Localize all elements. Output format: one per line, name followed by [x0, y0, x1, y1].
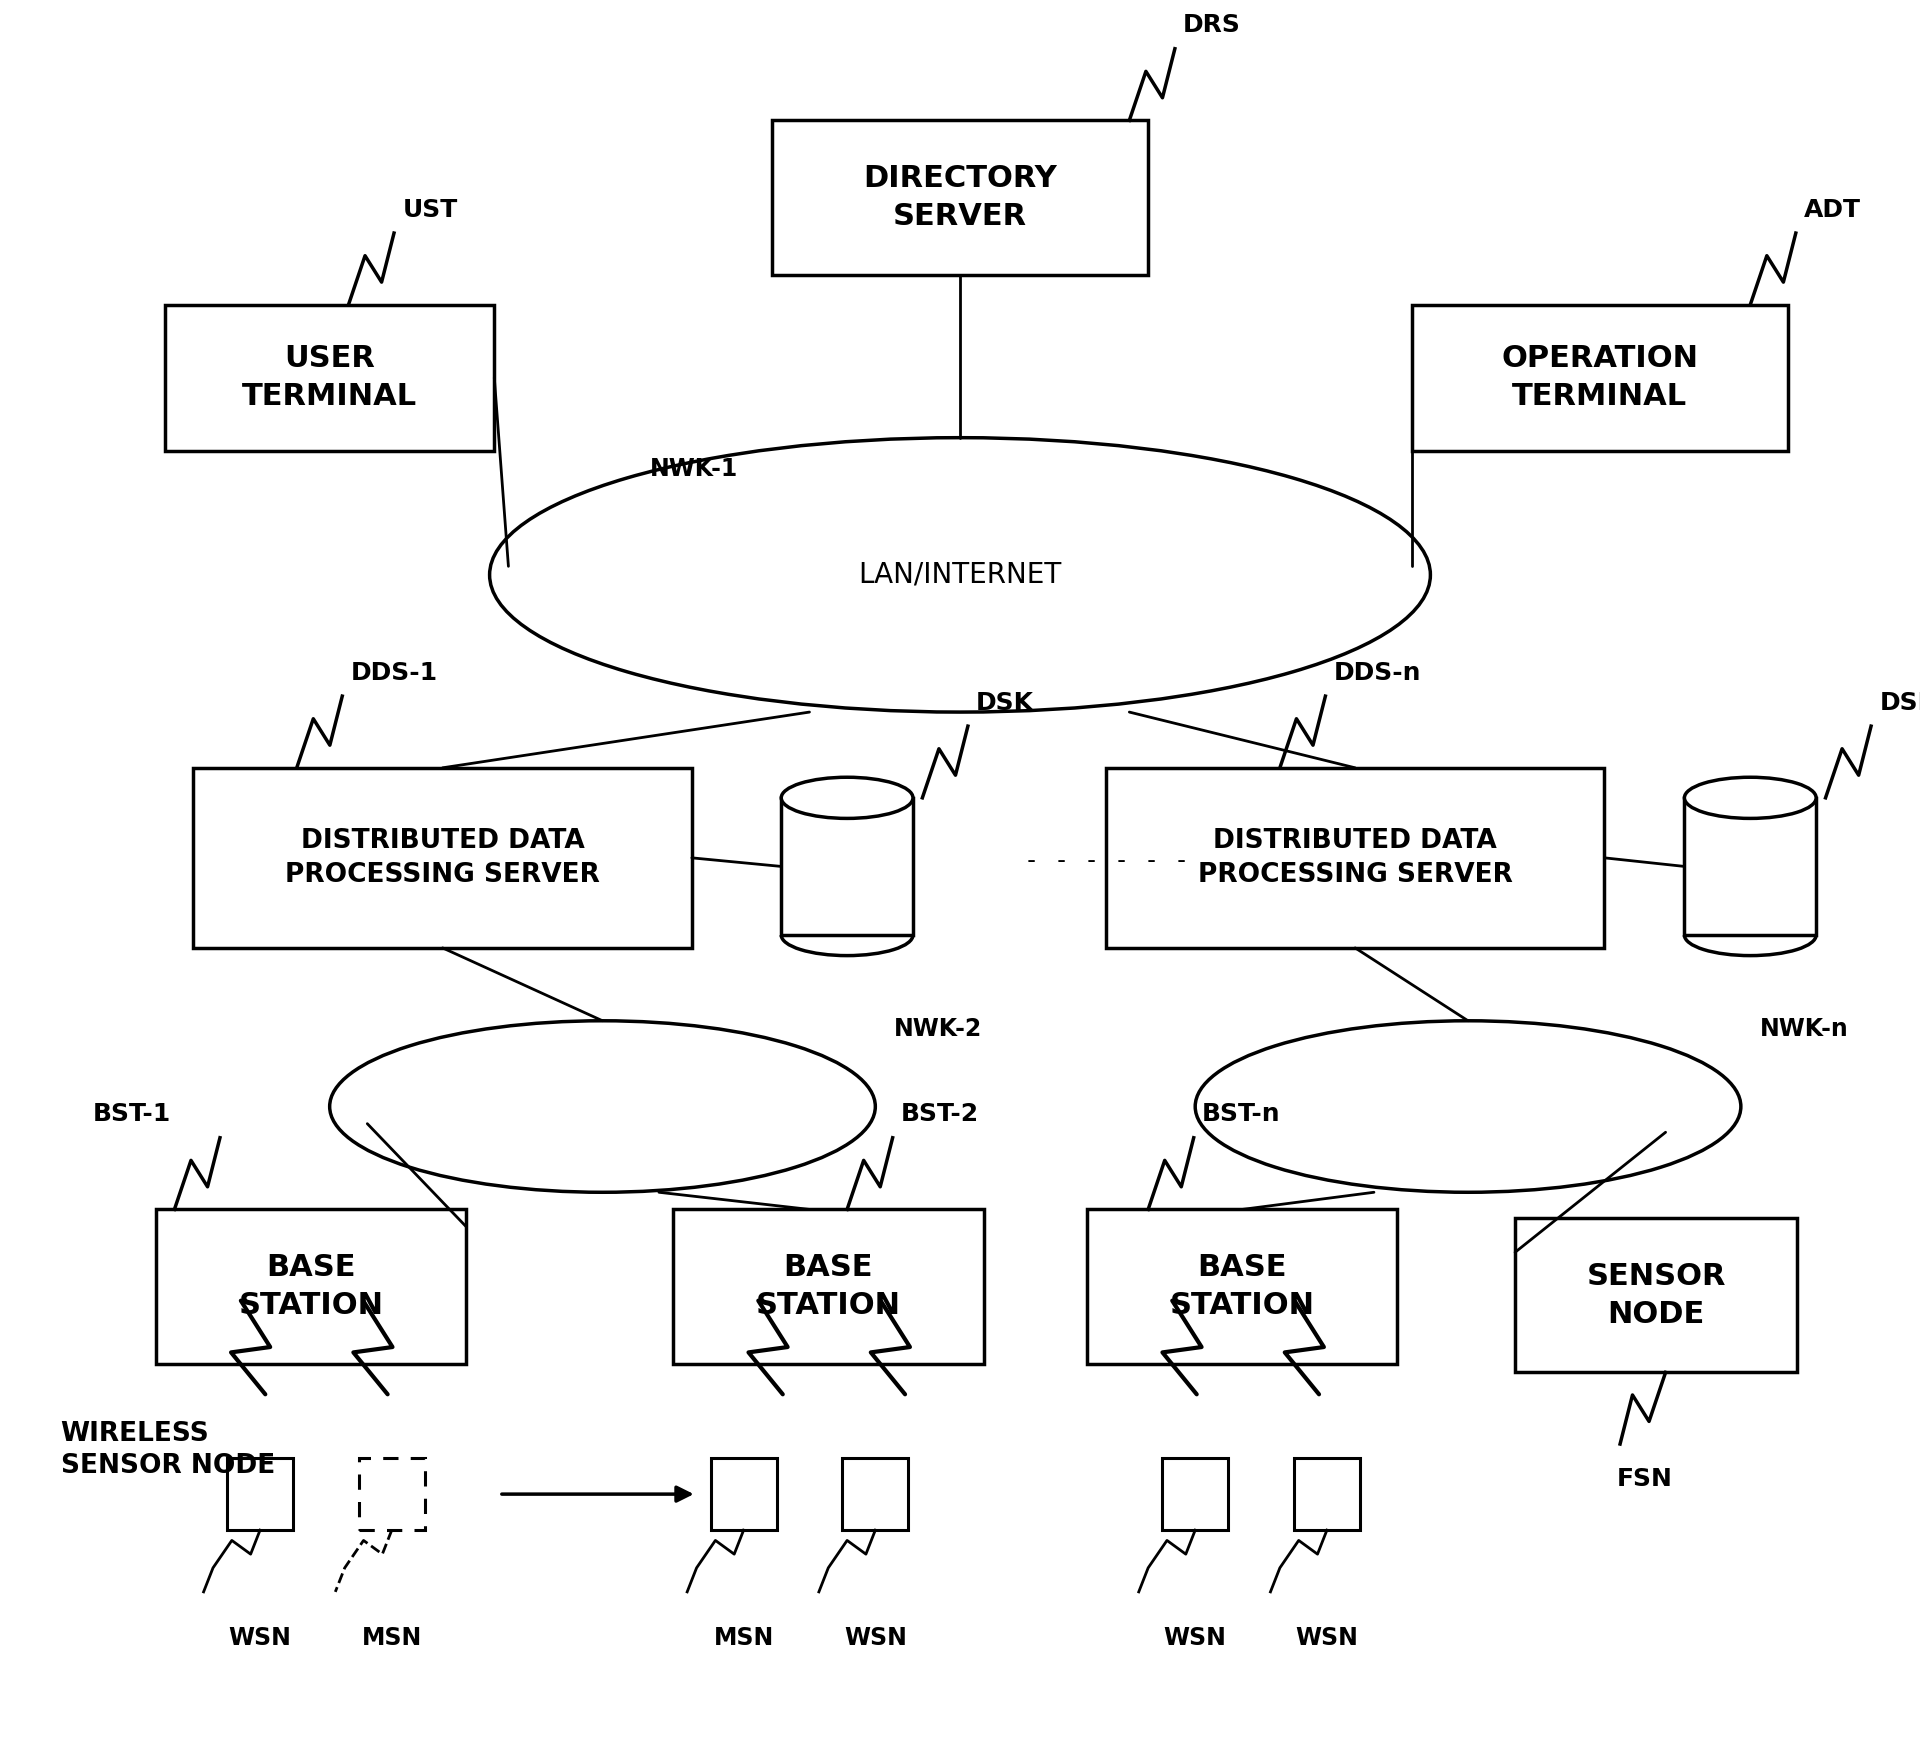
Text: BASE
STATION: BASE STATION [756, 1253, 900, 1320]
Text: DRS: DRS [1183, 14, 1240, 37]
Ellipse shape [1684, 777, 1816, 819]
Bar [781, 798, 914, 934]
Text: WSN: WSN [1296, 1626, 1357, 1650]
Bar [1411, 304, 1788, 450]
Bar [1162, 1458, 1229, 1530]
Bar [194, 768, 691, 948]
Text: WSN: WSN [1164, 1626, 1227, 1650]
Text: DDS-1: DDS-1 [351, 662, 438, 684]
Bar [772, 121, 1148, 275]
Text: BST-n: BST-n [1202, 1102, 1281, 1127]
Text: FSN: FSN [1617, 1466, 1672, 1491]
Text: BST-1: BST-1 [92, 1102, 171, 1127]
Bar [1515, 1218, 1797, 1372]
Text: WSN: WSN [845, 1626, 906, 1650]
Bar [156, 1209, 467, 1363]
Bar [227, 1458, 294, 1530]
Text: BASE
STATION: BASE STATION [1169, 1253, 1315, 1320]
Text: DISTRIBUTED DATA
PROCESSING SERVER: DISTRIBUTED DATA PROCESSING SERVER [1198, 828, 1513, 887]
Bar [1294, 1458, 1359, 1530]
Bar [1087, 1209, 1398, 1363]
Text: MSN: MSN [714, 1626, 774, 1650]
Text: WSN: WSN [228, 1626, 292, 1650]
Text: MSN: MSN [361, 1626, 422, 1650]
Text: OPERATION
TERMINAL: OPERATION TERMINAL [1501, 345, 1699, 411]
Text: - - - - - -: - - - - - - [1023, 849, 1188, 873]
Text: DSK: DSK [975, 691, 1035, 714]
Bar [674, 1209, 983, 1363]
Text: BST-2: BST-2 [900, 1102, 979, 1127]
Bar [1684, 798, 1816, 934]
Text: WIRELESS
SENSOR NODE: WIRELESS SENSOR NODE [61, 1421, 275, 1479]
Bar [1106, 768, 1605, 948]
Text: NWK-1: NWK-1 [649, 457, 737, 481]
Bar [165, 304, 493, 450]
Text: DSK: DSK [1880, 691, 1920, 714]
Text: USER
TERMINAL: USER TERMINAL [242, 345, 417, 411]
Text: NWK-2: NWK-2 [895, 1017, 983, 1041]
Ellipse shape [490, 438, 1430, 712]
Text: BASE
STATION: BASE STATION [238, 1253, 384, 1320]
Text: ADT: ADT [1805, 198, 1860, 222]
Ellipse shape [330, 1020, 876, 1192]
Ellipse shape [781, 777, 914, 819]
Text: DIRECTORY
SERVER: DIRECTORY SERVER [864, 164, 1056, 231]
Bar [843, 1458, 908, 1530]
Text: LAN/INTERNET: LAN/INTERNET [858, 560, 1062, 588]
Text: UST: UST [403, 198, 457, 222]
Bar [710, 1458, 776, 1530]
Text: SENSOR
NODE: SENSOR NODE [1586, 1262, 1726, 1328]
Ellipse shape [1194, 1020, 1741, 1192]
Bar [359, 1458, 424, 1530]
Text: NWK-n: NWK-n [1759, 1017, 1849, 1041]
Text: DDS-n: DDS-n [1334, 662, 1421, 684]
Text: DISTRIBUTED DATA
PROCESSING SERVER: DISTRIBUTED DATA PROCESSING SERVER [286, 828, 599, 887]
